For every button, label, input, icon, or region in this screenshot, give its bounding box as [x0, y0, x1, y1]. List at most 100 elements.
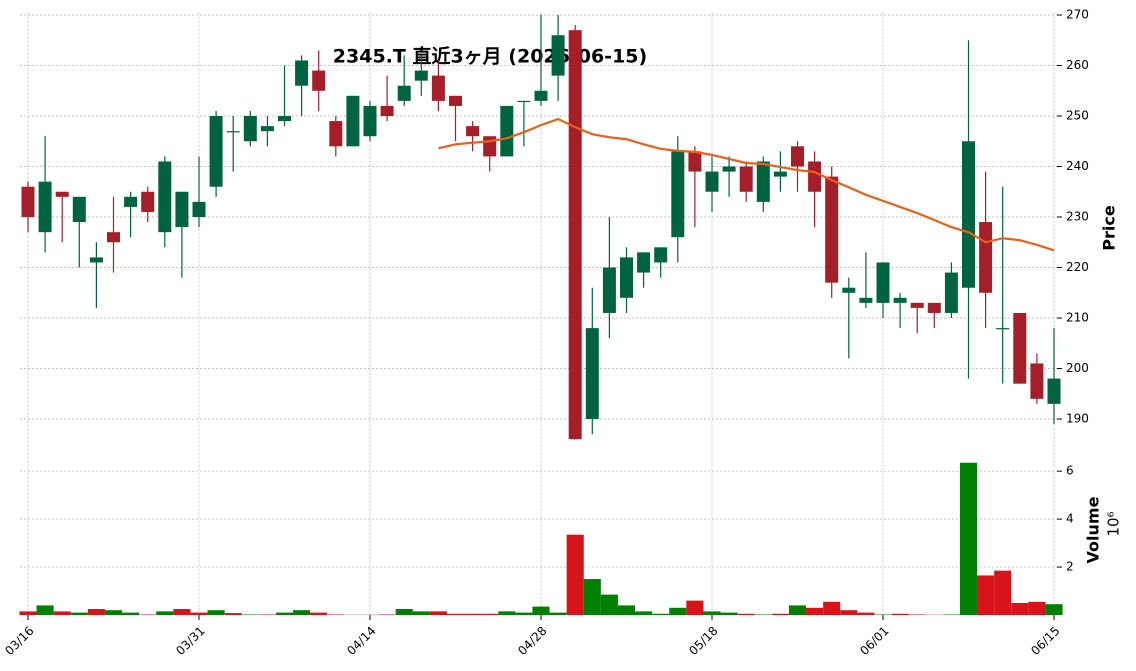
candle-body [568, 30, 582, 440]
candle-body [363, 105, 377, 137]
volume-bar [1028, 601, 1046, 615]
candle-body [397, 85, 411, 101]
volume-bar [464, 613, 482, 615]
candle-body [910, 302, 924, 308]
volume-bar [412, 611, 430, 615]
volume-bar [788, 605, 807, 615]
volume-bar [840, 610, 858, 615]
volume-bar [87, 609, 105, 615]
candle-body [876, 262, 890, 303]
candle-body [808, 161, 822, 192]
y-tick-label: 210 [1066, 311, 1089, 325]
candle-body [329, 121, 343, 147]
chart-title: 2345.T 直近3ヶ月 (2026-06-15) [333, 45, 647, 68]
volume-bar [737, 613, 755, 615]
volume-bar [583, 579, 601, 615]
candle-body [380, 105, 394, 117]
candle-body [431, 75, 445, 101]
candle-body [158, 161, 172, 233]
candle-body [55, 191, 69, 197]
volume-bar [310, 612, 328, 615]
candle-body [842, 287, 856, 293]
candle-body [346, 95, 360, 147]
volume-bar [498, 611, 516, 615]
x-tick-label: 04/28 [515, 624, 549, 658]
candle-body [21, 186, 35, 218]
volume-bar [224, 613, 242, 615]
volume-bar [190, 612, 208, 615]
volume-bar [977, 575, 995, 615]
candle-body [620, 257, 633, 298]
volume-bar [122, 612, 140, 615]
x-tick-label: 03/31 [173, 624, 207, 658]
candle-body [141, 191, 155, 212]
candle-body [1013, 312, 1027, 384]
x-tick-label: 06/01 [857, 624, 891, 658]
y-tick-label: 200 [1066, 361, 1089, 375]
candle-body [72, 196, 86, 223]
volume-bar [600, 594, 618, 615]
volume-bar [395, 609, 413, 615]
candle-body [295, 60, 309, 86]
volume-bar [566, 534, 584, 615]
candle-body [483, 136, 497, 157]
candle-body [893, 297, 907, 303]
volume-exponent: 10⁶ [1105, 511, 1123, 536]
candle-body [585, 328, 599, 420]
candle-body [688, 151, 702, 172]
volume-bar [275, 612, 294, 615]
candle-body [209, 116, 223, 187]
candle-body [260, 126, 274, 132]
candle-body [927, 302, 941, 313]
candle-body [1030, 363, 1044, 399]
candle-body [996, 328, 1010, 330]
x-tick-label: 03/16 [2, 624, 36, 658]
candle-body [944, 272, 958, 313]
volume-bar [652, 613, 670, 615]
volume-bar [429, 611, 447, 615]
volume-bar [156, 611, 174, 615]
y-tick-label: 250 [1066, 109, 1089, 123]
candle-body [602, 267, 616, 313]
candle-body [192, 201, 206, 218]
volume-bar [771, 613, 789, 615]
y-tick-label: 260 [1066, 58, 1089, 72]
candle-body [979, 222, 993, 293]
y-tick-label: 190 [1066, 412, 1089, 426]
volume-bar [515, 612, 533, 615]
candle-body [466, 126, 480, 137]
candle-body [825, 176, 839, 283]
candle-body [962, 141, 975, 288]
candle-body [739, 166, 753, 192]
volume-bar [1045, 604, 1063, 615]
candle-body [773, 171, 787, 177]
candle-body [107, 232, 120, 243]
volume-y-tick-label: 4 [1066, 512, 1074, 526]
volume-bar [959, 462, 978, 615]
y-axis-label: Price [1100, 205, 1119, 251]
candle-body [534, 90, 548, 101]
candle-body [671, 151, 685, 238]
candle-body [414, 70, 428, 81]
volume-bar [686, 600, 704, 615]
y-tick-label: 230 [1066, 210, 1089, 224]
candle-body [226, 131, 240, 133]
candle-body [859, 297, 873, 303]
volume-bar [617, 605, 636, 615]
candle-body [551, 35, 565, 76]
candle-body [654, 247, 668, 263]
moving-average-line [438, 117, 1055, 252]
candle-body [500, 105, 514, 157]
candle-body [791, 146, 804, 167]
volume-bar [891, 613, 909, 615]
volume-bar [446, 613, 465, 615]
x-tick-label: 04/14 [344, 624, 378, 658]
volume-bar [70, 612, 88, 615]
y-tick-label: 240 [1066, 159, 1089, 173]
volume-bar [549, 612, 567, 615]
volume-bar [994, 570, 1012, 615]
volume-bar [481, 613, 499, 615]
volume-bar [53, 611, 71, 615]
candle-body [124, 196, 138, 207]
volume-bar [532, 606, 550, 615]
